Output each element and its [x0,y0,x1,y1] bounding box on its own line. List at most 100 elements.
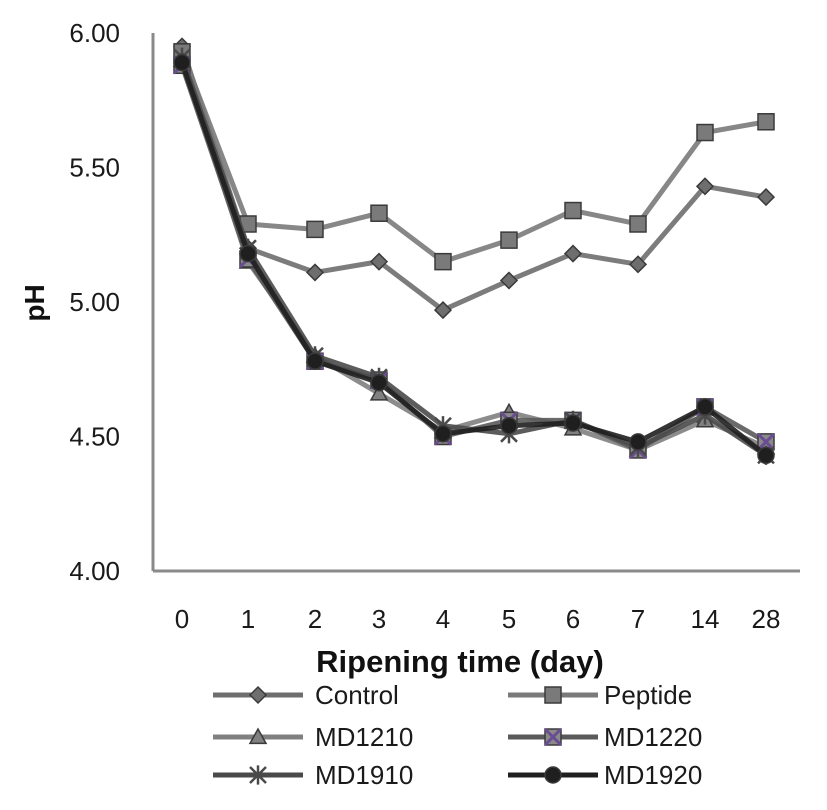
diamond-marker [248,685,268,705]
data-point [564,201,582,220]
data-point [434,425,452,443]
legend-item: MD1910 [213,760,413,790]
data-point [306,352,324,370]
square-marker [306,220,324,239]
x-tick-label: 28 [752,604,781,634]
legend-label: MD1920 [604,760,702,790]
circle-marker [239,244,257,263]
data-point [757,113,775,131]
data-point [369,252,389,271]
legend-item: Control [213,680,399,710]
x-tick-label: 3 [372,604,386,634]
circle-marker [434,425,452,443]
data-point [696,123,714,142]
square-x-cross [543,727,563,747]
square-marker [629,215,647,233]
x-tick-label: 7 [631,604,645,634]
series-peptide [173,43,775,271]
y-tick-label: 4.00 [69,556,120,586]
legend-item: MD1220 [508,722,702,752]
data-point [695,177,715,196]
data-point [629,433,647,451]
diamond-marker [305,263,325,282]
data-point [628,255,648,274]
data-point [305,263,325,282]
series-layer [172,37,776,465]
series-line [179,50,767,265]
diamond-marker [628,255,648,274]
square-marker [434,252,452,271]
circle-marker [696,398,714,416]
square-marker [544,686,562,704]
series-line [179,61,768,458]
legend-label: Peptide [604,680,692,710]
square-marker [696,123,714,142]
y-axis-title: pH [19,284,50,321]
triangle-marker [248,727,268,745]
series-md1220 [172,56,776,460]
data-point [629,215,647,233]
square-marker [564,201,582,220]
data-point [500,416,518,435]
square-marker [500,231,518,249]
data-point [433,301,453,320]
diamond-marker [563,244,583,263]
data-point [757,446,775,465]
circle-marker [757,446,775,465]
legend: Control Peptide MD1210 MD1220 MD1910 MD1920 [213,680,702,790]
square-x-cross [756,432,776,451]
data-point [434,252,452,271]
legend-label: Control [315,680,399,710]
x-tick-label: 0 [175,604,189,634]
data-point [696,398,714,416]
circle-marker [629,433,647,451]
x-axis-title: Ripening time (day) [316,644,604,679]
data-point [499,271,519,290]
x-tick-label: 4 [436,604,450,634]
data-point [500,231,518,249]
diamond-marker [433,301,453,320]
x-tick-label: 1 [241,604,255,634]
y-tick-label: 5.00 [69,287,120,317]
axes [151,33,800,573]
circle-marker [544,766,562,784]
data-point [564,414,582,432]
diamond-marker [499,271,519,290]
legend-item: MD1210 [213,722,413,752]
y-tick-label: 4.50 [69,422,120,452]
square-marker [370,204,388,222]
y-tick-labels: 4.00 4.50 5.00 5.50 6.00 [69,18,120,586]
data-point [173,53,191,72]
circle-marker [306,352,324,370]
data-point [756,188,776,207]
x-tick-labels: 0 1 2 3 4 5 6 7 14 28 [175,604,781,634]
square-marker [757,113,775,131]
star-marker [249,765,267,785]
legend-item: MD1920 [508,760,702,790]
circle-marker [370,373,388,392]
y-tick-label: 5.50 [69,153,120,183]
legend-item: Peptide [508,680,692,710]
x-tick-label: 5 [502,604,516,634]
diamond-marker [756,188,776,207]
x-tick-label: 6 [566,604,580,634]
x-tick-label: 14 [691,604,720,634]
x-tick-label: 2 [308,604,322,634]
series-md1920 [173,53,775,465]
circle-marker [173,53,191,72]
circle-marker [500,416,518,435]
diamond-marker [369,252,389,271]
data-point [239,244,257,263]
data-point [306,220,324,239]
data-point [756,432,776,451]
legend-label: MD1220 [604,722,702,752]
diamond-marker [695,177,715,196]
series-line [179,45,767,313]
legend-label: MD1910 [315,760,413,790]
data-point [369,383,389,401]
data-point [370,204,388,222]
y-tick-label: 6.00 [69,18,120,48]
data-point [563,244,583,263]
circle-marker [564,414,582,432]
